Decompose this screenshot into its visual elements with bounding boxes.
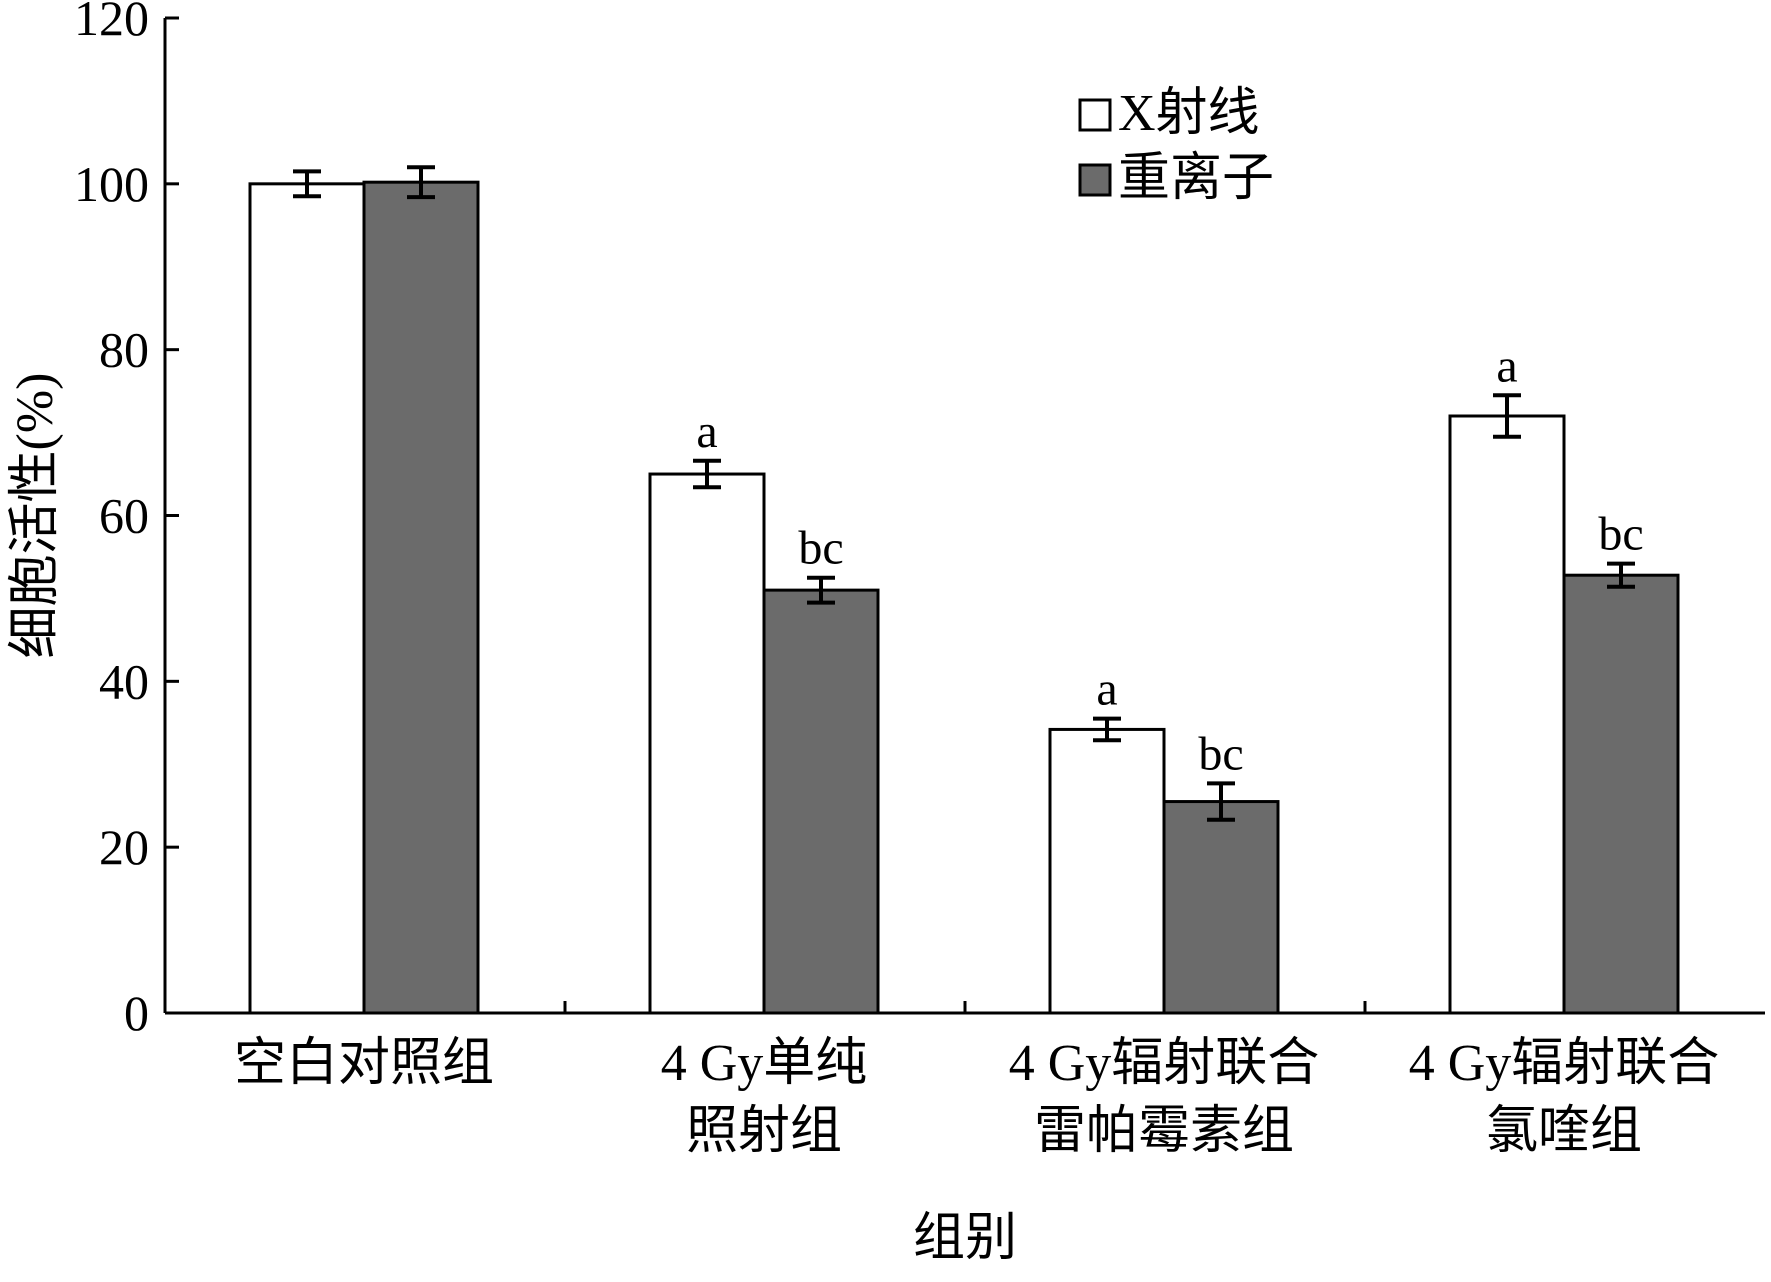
- y-tick-label: 0: [124, 985, 149, 1041]
- x-category-label: 雷帕霉素组: [1034, 1103, 1294, 1160]
- bar: [1562, 573, 1680, 1015]
- significance-label: bc: [1198, 727, 1243, 780]
- x-axis-title: 组别: [913, 1210, 1017, 1267]
- x-category-label: 4 Gy单纯: [661, 1035, 868, 1092]
- x-category-label: 空白对照组: [234, 1035, 494, 1092]
- y-tick-label: 20: [99, 819, 149, 875]
- legend-swatch: [1078, 98, 1112, 132]
- bar: [762, 588, 880, 1015]
- bar: [362, 180, 480, 1015]
- legend-label: 重离子: [1118, 150, 1274, 207]
- significance-label: a: [1496, 339, 1517, 392]
- legend-label: X射线: [1118, 85, 1260, 142]
- bar: [648, 472, 766, 1015]
- y-tick-label: 60: [99, 488, 149, 544]
- x-category-label: 照射组: [686, 1103, 842, 1160]
- y-tick-label: 40: [99, 653, 149, 709]
- bar: [1162, 800, 1280, 1015]
- y-tick-label: 120: [74, 0, 149, 46]
- x-category-label: 4 Gy辐射联合: [1409, 1035, 1720, 1092]
- significance-label: a: [1096, 663, 1117, 716]
- legend-swatch: [1078, 163, 1112, 197]
- significance-label: bc: [1598, 508, 1643, 561]
- x-category-label: 氯喹组: [1486, 1103, 1642, 1160]
- bar: [248, 182, 366, 1015]
- significance-label: bc: [798, 522, 843, 575]
- y-axis-title: 细胞活性(%): [7, 373, 64, 659]
- x-category-label: 4 Gy辐射联合: [1009, 1035, 1320, 1092]
- y-tick-label: 80: [99, 322, 149, 378]
- significance-label: a: [696, 405, 717, 458]
- y-tick-label: 100: [74, 156, 149, 212]
- bar: [1448, 414, 1566, 1015]
- bar: [1048, 727, 1166, 1015]
